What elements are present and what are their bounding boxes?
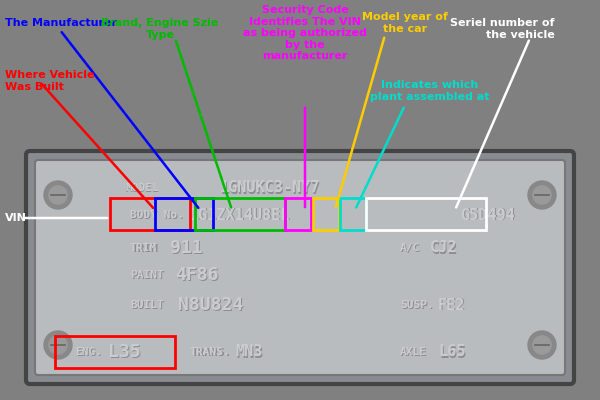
Text: Security Code
Identifies The VIN
as being authorized
by the
manufacturer: Security Code Identifies The VIN as bein… [243, 5, 367, 61]
Text: 4F86: 4F86 [176, 267, 220, 285]
Text: 1G1ZX14U8EL: 1G1ZX14U8EL [191, 208, 292, 224]
Text: PAINT: PAINT [131, 271, 165, 281]
Text: 911: 911 [171, 240, 203, 258]
Text: CJ2: CJ2 [430, 240, 457, 256]
Text: AXLE: AXLE [401, 348, 428, 358]
Text: Seriel number of
the vehicle: Seriel number of the vehicle [451, 18, 555, 40]
Text: FE2: FE2 [438, 298, 466, 312]
Text: L35: L35 [109, 344, 142, 362]
Text: Brand, Engine Szie
Type: Brand, Engine Szie Type [101, 18, 218, 40]
Text: A/C: A/C [400, 243, 420, 253]
Bar [155, 198, 213, 230]
Text: TRANS.: TRANS. [191, 348, 232, 358]
Text: TRIM: TRIM [131, 244, 158, 254]
Text: 1GNUKC3-NY7: 1GNUKC3-NY7 [221, 182, 322, 196]
Circle shape [49, 336, 67, 354]
Text: N8U824: N8U824 [178, 296, 243, 314]
Text: L35: L35 [108, 343, 140, 361]
Text: VIN: VIN [5, 213, 27, 223]
Bar [285, 198, 311, 230]
Text: N8U824: N8U824 [179, 297, 244, 315]
Circle shape [49, 186, 67, 204]
FancyBboxPatch shape [26, 151, 574, 384]
Text: G5D494: G5D494 [460, 208, 515, 222]
Text: ENG.: ENG. [75, 347, 102, 357]
Text: MN3: MN3 [235, 344, 262, 360]
Text: BUILT: BUILT [130, 300, 164, 310]
Text: CJ2: CJ2 [431, 242, 458, 256]
Text: TRANS.: TRANS. [190, 347, 230, 357]
Bar [55, 336, 175, 368]
Circle shape [528, 181, 556, 209]
Text: SUSP.: SUSP. [401, 301, 435, 311]
Text: MODEL: MODEL [126, 184, 160, 194]
Circle shape [533, 336, 551, 354]
Circle shape [528, 331, 556, 359]
Circle shape [533, 186, 551, 204]
Bar [195, 198, 285, 230]
Text: 911: 911 [170, 239, 203, 257]
Bar [340, 198, 366, 230]
Text: 1G1ZX14U8EL: 1G1ZX14U8EL [190, 208, 290, 222]
Text: L65: L65 [438, 344, 466, 360]
Text: G5D494: G5D494 [461, 208, 516, 224]
FancyBboxPatch shape [35, 160, 565, 375]
Text: AXLE: AXLE [400, 347, 427, 357]
Bar [110, 198, 190, 230]
Text: MODEL: MODEL [125, 183, 159, 193]
Circle shape [44, 331, 72, 359]
Text: ENG.: ENG. [76, 348, 103, 358]
Text: SUSP.: SUSP. [400, 300, 434, 310]
Text: Indicates which
plant assembled at: Indicates which plant assembled at [370, 80, 490, 102]
Bar [366, 198, 486, 230]
Text: TRIM: TRIM [130, 243, 157, 253]
Text: MN3: MN3 [236, 346, 263, 360]
Text: PAINT: PAINT [130, 270, 164, 280]
Text: BODY No.: BODY No. [131, 211, 185, 221]
Text: L65: L65 [439, 346, 466, 360]
Bar [313, 198, 339, 230]
Text: BODY No.: BODY No. [130, 210, 184, 220]
Text: The Manufacturer: The Manufacturer [5, 18, 117, 28]
Circle shape [44, 181, 72, 209]
Text: BUILT: BUILT [131, 301, 165, 311]
Text: Model year of
the car: Model year of the car [362, 12, 448, 34]
Text: A/C: A/C [401, 244, 421, 254]
Text: 4F86: 4F86 [175, 266, 218, 284]
Text: Where Vehicle
Was Built: Where Vehicle Was Built [5, 70, 95, 92]
Text: FE2: FE2 [439, 298, 466, 314]
Text: 1GNUKC3-NY7: 1GNUKC3-NY7 [220, 180, 320, 196]
